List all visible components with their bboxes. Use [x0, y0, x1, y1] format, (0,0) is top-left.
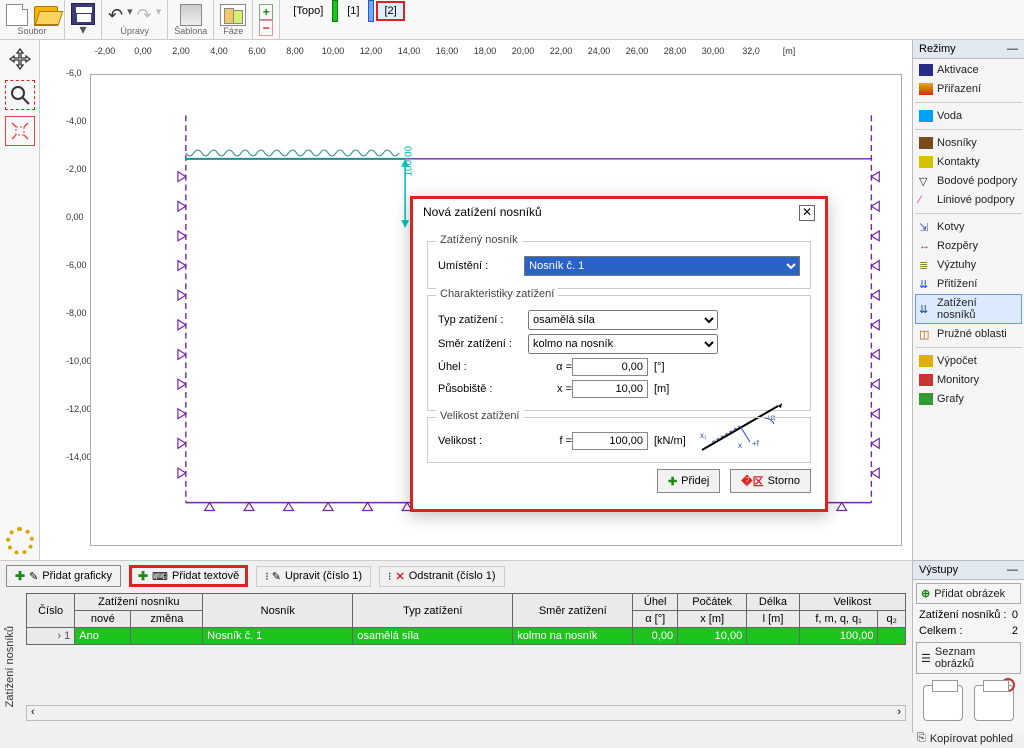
edit-button[interactable]: ⁝ ✎ Upravit (číslo 1)	[256, 566, 371, 587]
th-angle: Úhel	[633, 594, 678, 611]
redo-icon[interactable]: ↷	[137, 5, 152, 26]
undo-icon[interactable]: ↶	[108, 5, 123, 26]
copy-view-button[interactable]: ⎘Kopírovat pohled	[913, 729, 1024, 748]
phase-manager-icon[interactable]	[220, 4, 246, 26]
table-row[interactable]: › 1 Ano Nosník č. 1 osamělá síla kolmo n…	[27, 628, 906, 645]
th-load: Zatížení nosníku	[75, 594, 203, 611]
main-toolbar: Soubor ▾ ↶ ▾ ↷ ▾ Úpravy Šablona Fáze + −	[0, 0, 1024, 40]
modes-panel: Režimy— Aktivace Přiřazení Voda Nosníky …	[912, 40, 1024, 560]
label-upravy: Úpravy	[120, 26, 149, 36]
ruler-vertical: -6,0-4,00-2,000,00-6,00-8,00-10,00-12,00…	[66, 68, 86, 552]
zoom-tool-icon[interactable]	[5, 80, 35, 110]
template-icon[interactable]	[180, 4, 202, 26]
direction-select[interactable]: kolmo na nosník	[528, 334, 718, 354]
th-len: Délka	[747, 594, 800, 611]
mode-grafy[interactable]: Grafy	[915, 390, 1022, 408]
open-file-icon[interactable]	[34, 6, 58, 26]
label-type: Typ zatížení :	[438, 314, 528, 326]
minimize-icon[interactable]: —	[1007, 43, 1018, 55]
label-sablona: Šablona	[174, 26, 207, 36]
side-vertical-label: Zatížení nosníků	[4, 626, 16, 707]
loads-table[interactable]: Číslo Zatížení nosníku Nosník Typ zatíže…	[26, 593, 906, 645]
add-text-button[interactable]: ✚⌨ Přidat textově	[129, 565, 248, 587]
print-preview-icon[interactable]	[974, 685, 1014, 721]
image-list-button[interactable]: ☰Seznam obrázků	[916, 642, 1021, 674]
group-save: ▾	[65, 0, 102, 40]
phase-add-icon[interactable]: +	[259, 4, 273, 20]
th-mag: Velikost	[799, 594, 905, 611]
close-icon[interactable]: ✕	[799, 205, 815, 221]
label-magnitude: Velikost :	[438, 435, 528, 447]
mode-prirazeni[interactable]: Přiřazení	[915, 80, 1022, 98]
mode-rozpery[interactable]: ↔Rozpěry	[915, 237, 1022, 255]
group-sablona: Šablona	[168, 0, 214, 40]
th-number: Číslo	[27, 594, 75, 628]
modes-title: Režimy	[919, 43, 956, 55]
mode-liniove[interactable]: ∕Liniové podpory	[915, 191, 1022, 209]
outputs-panel: Výstupy— ⊕Přidat obrázek Zatížení nosník…	[912, 560, 1024, 733]
phase-status-1	[332, 0, 338, 22]
th-beam: Nosník	[203, 594, 353, 628]
th-dir: Směr zatížení	[513, 594, 633, 628]
ruler-horizontal: -2,000,002,004,006,008,0010,0012,0014,00…	[86, 46, 912, 68]
mode-kotvy[interactable]: ⇲Kotvy	[915, 218, 1022, 236]
mode-pritizeni[interactable]: ⇊Přitížení	[915, 275, 1022, 293]
new-load-dialog: Nová zatížení nosníků ✕ Zatížený nosník …	[410, 196, 828, 512]
left-toolbar	[0, 40, 40, 560]
group-upravy: ↶ ▾ ↷ ▾ Úpravy	[102, 0, 168, 40]
th-type: Typ zatížení	[353, 594, 513, 628]
cancel-button[interactable]: �区Storno	[730, 469, 811, 493]
phase-topo-button[interactable]: [Topo]	[286, 2, 330, 20]
label-point: Působiště :	[438, 383, 528, 395]
phase-status-2	[368, 0, 374, 22]
print-icon[interactable]	[923, 685, 963, 721]
add-image-button[interactable]: ⊕Přidat obrázek	[916, 583, 1021, 604]
table-scrollbar[interactable]: ‹›	[26, 705, 906, 721]
legend-characteristics: Charakteristiky zatížení	[436, 288, 558, 300]
add-graphically-button[interactable]: ✚✎ Přidat graficky	[6, 565, 121, 587]
mode-nosniky[interactable]: Nosníky	[915, 134, 1022, 152]
angle-input[interactable]	[572, 358, 648, 376]
group-soubor: Soubor	[0, 0, 65, 40]
group-faze: Fáze	[214, 0, 253, 40]
type-select[interactable]: osamělá síla	[528, 310, 718, 330]
label-soubor: Soubor	[17, 26, 46, 36]
mode-bodove[interactable]: ▽Bodové podpory	[915, 172, 1022, 190]
mode-aktivace[interactable]: Aktivace	[915, 61, 1022, 79]
pan-tool-icon[interactable]	[5, 44, 35, 74]
phase-tabs: [Topo] [1] [2]	[280, 0, 410, 22]
delete-button[interactable]: ⁝ ✕ Odstranit (číslo 1)	[379, 566, 505, 587]
dialog-title: Nová zatížení nosníků	[423, 205, 542, 221]
magnitude-input[interactable]	[572, 432, 648, 450]
mode-monitory[interactable]: Monitory	[915, 371, 1022, 389]
new-file-icon[interactable]	[6, 4, 28, 26]
location-select[interactable]: Nosník č. 1	[524, 256, 800, 276]
mode-pruzne[interactable]: ◫Pružné oblasti	[915, 325, 1022, 343]
dimension-value: 100,00	[404, 146, 415, 177]
save-icon[interactable]	[71, 3, 95, 25]
phase-2-button[interactable]: [2]	[376, 1, 404, 21]
extent-tool-icon[interactable]	[5, 116, 35, 146]
label-direction: Směr zatížení :	[438, 338, 528, 350]
legend-magnitude: Velikost zatížení	[436, 410, 524, 422]
label-angle: Úhel :	[438, 361, 528, 373]
mode-vyztuhy[interactable]: ≣Výztuhy	[915, 256, 1022, 274]
phase-remove-icon[interactable]: −	[259, 20, 273, 36]
add-button[interactable]: ✚Přidej	[657, 469, 720, 493]
th-start: Počátek	[678, 594, 747, 611]
point-input[interactable]	[572, 380, 648, 398]
mode-kontakty[interactable]: Kontakty	[915, 153, 1022, 171]
mode-zatizeni-nosniku[interactable]: ⇊Zatížení nosníků	[915, 294, 1022, 324]
outputs-title: Výstupy	[919, 564, 958, 576]
mode-vypocet[interactable]: Výpočet	[915, 352, 1022, 370]
label-faze: Fáze	[223, 26, 243, 36]
legend-loaded-beam: Zatížený nosník	[436, 234, 522, 246]
settings-gear-icon[interactable]	[5, 526, 35, 556]
phase-1-button[interactable]: [1]	[340, 2, 366, 20]
mode-voda[interactable]: Voda	[915, 107, 1022, 125]
bottom-toolbar: ✚✎ Přidat graficky ✚⌨ Přidat textově ⁝ ✎…	[0, 561, 912, 591]
label-location: Umístění :	[438, 260, 524, 272]
group-plusminus: + −	[253, 0, 280, 40]
